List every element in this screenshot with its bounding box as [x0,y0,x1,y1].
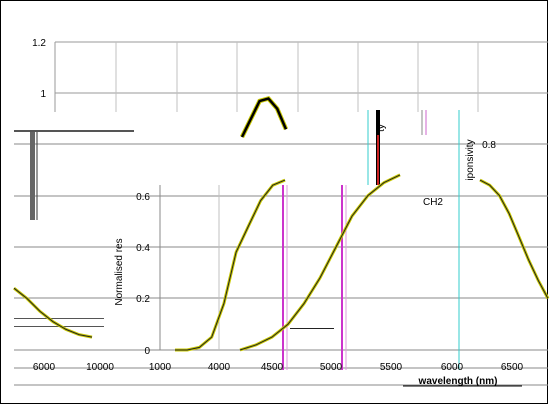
y-tick-back-1: 1 [40,89,46,100]
x-tick-5: 5000 [320,362,343,373]
front-series-line-3 [13,287,93,338]
y-tick-front-0: 0 [144,346,150,357]
x-tick-0: 6000 [33,362,56,373]
front-series-line-0 [175,179,286,351]
back-series-line-highlight [239,95,289,138]
front-series-line-1-highlight [239,173,401,352]
x-axis-label: wavelength (nm) [418,376,498,387]
y-tick-front-1: 0.2 [136,294,150,305]
y-axis-label: Normalised res [114,238,125,305]
annotation-ch2: CH2 [423,197,443,208]
annotation-ty: ty [376,124,387,132]
x-tick-7: 6000 [441,362,464,373]
x-tick-8: 6500 [501,362,524,373]
y-tick-back-2: 0.8 [482,140,496,151]
back-chart-grid [54,41,548,112]
front-series-line-0-highlight [175,178,286,352]
y-tick-front-2: 0.4 [136,243,150,254]
overlay-fragments [14,110,460,370]
series-layer [13,95,550,352]
x-tick-4: 4500 [261,362,284,373]
front-series-line-1 [239,174,401,351]
y-tick-back-0: 1.2 [32,38,46,49]
annotation-iponsivity: iponsivity [465,139,476,180]
back-series-line [240,97,288,138]
x-tick-6: 5500 [380,362,403,373]
front-series-line-3-highlight [13,287,93,339]
x-tick-1: 10000 [86,362,114,373]
x-tick-2: 1000 [149,362,172,373]
front-series-line-2-highlight [479,178,550,300]
y-tick-front-3: 0.6 [136,192,150,203]
x-ticks: 6000 10000 1000 4000 4500 5000 5500 6000… [33,362,524,373]
front-series-line-2 [479,179,549,299]
x-tick-3: 4000 [208,362,231,373]
